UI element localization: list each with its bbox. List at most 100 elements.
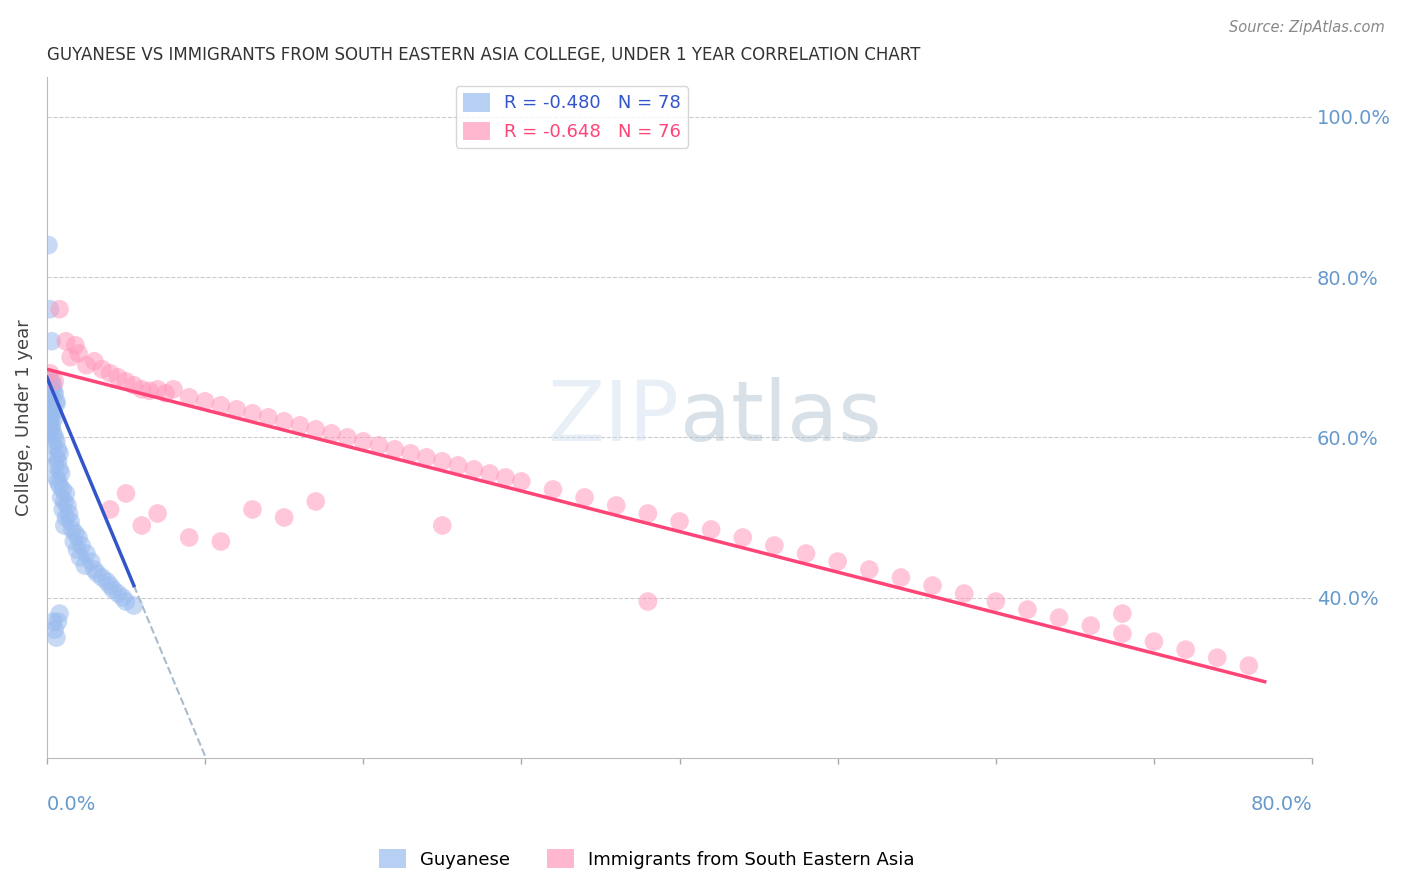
- Point: [55, 510, 77, 524]
- Point: [48, 478, 70, 492]
- Point: [103, 582, 125, 597]
- Point: [115, 486, 138, 500]
- Point: [83, 562, 105, 576]
- Point: [352, 434, 374, 449]
- Point: [45, 631, 67, 645]
- Point: [44, 623, 66, 637]
- Point: [605, 499, 627, 513]
- Point: [432, 454, 454, 468]
- Point: [44, 410, 66, 425]
- Point: [42, 615, 65, 629]
- Point: [1111, 626, 1133, 640]
- Point: [146, 382, 169, 396]
- Point: [415, 450, 437, 465]
- Point: [146, 507, 169, 521]
- Point: [478, 467, 501, 481]
- Point: [37, 382, 59, 396]
- Point: [432, 518, 454, 533]
- Point: [1174, 642, 1197, 657]
- Point: [62, 534, 84, 549]
- Point: [273, 414, 295, 428]
- Point: [858, 562, 880, 576]
- Point: [138, 384, 160, 398]
- Point: [115, 594, 138, 608]
- Point: [58, 507, 80, 521]
- Point: [48, 446, 70, 460]
- Point: [37, 386, 59, 401]
- Point: [46, 442, 69, 457]
- Point: [288, 418, 311, 433]
- Point: [65, 338, 87, 352]
- Point: [55, 486, 77, 500]
- Point: [984, 594, 1007, 608]
- Point: [80, 555, 103, 569]
- Point: [73, 558, 96, 573]
- Point: [41, 374, 63, 388]
- Point: [794, 547, 817, 561]
- Point: [700, 523, 723, 537]
- Point: [59, 351, 82, 365]
- Point: [98, 366, 121, 380]
- Point: [42, 384, 65, 398]
- Point: [111, 591, 134, 605]
- Point: [155, 386, 177, 401]
- Point: [44, 386, 66, 401]
- Point: [209, 534, 232, 549]
- Point: [86, 566, 108, 581]
- Point: [463, 462, 485, 476]
- Point: [91, 570, 114, 584]
- Point: [447, 458, 470, 473]
- Point: [637, 594, 659, 608]
- Point: [44, 458, 66, 473]
- Text: atlas: atlas: [679, 376, 882, 458]
- Point: [39, 302, 62, 317]
- Point: [763, 539, 786, 553]
- Point: [75, 547, 97, 561]
- Point: [96, 574, 118, 589]
- Point: [257, 410, 280, 425]
- Point: [321, 426, 343, 441]
- Point: [495, 470, 517, 484]
- Point: [45, 397, 67, 411]
- Point: [1206, 650, 1229, 665]
- Point: [39, 376, 62, 390]
- Point: [37, 370, 59, 384]
- Point: [37, 416, 59, 430]
- Point: [399, 446, 422, 460]
- Point: [574, 491, 596, 505]
- Point: [39, 392, 62, 406]
- Point: [83, 354, 105, 368]
- Y-axis label: College, Under 1 year: College, Under 1 year: [15, 319, 32, 516]
- Point: [45, 470, 67, 484]
- Point: [921, 578, 943, 592]
- Point: [41, 402, 63, 417]
- Point: [305, 422, 328, 436]
- Point: [107, 370, 129, 384]
- Point: [37, 398, 59, 412]
- Point: [731, 531, 754, 545]
- Point: [46, 615, 69, 629]
- Point: [384, 442, 406, 457]
- Point: [368, 438, 391, 452]
- Point: [98, 502, 121, 516]
- Point: [179, 390, 201, 404]
- Point: [39, 414, 62, 428]
- Point: [131, 382, 153, 396]
- Point: [122, 378, 145, 392]
- Point: [273, 510, 295, 524]
- Text: 0.0%: 0.0%: [46, 796, 96, 814]
- Point: [52, 483, 75, 497]
- Point: [45, 450, 67, 465]
- Point: [541, 483, 564, 497]
- Point: [39, 408, 62, 422]
- Point: [42, 378, 65, 392]
- Point: [59, 515, 82, 529]
- Point: [67, 346, 90, 360]
- Legend: R = -0.480   N = 78, R = -0.648   N = 76: R = -0.480 N = 78, R = -0.648 N = 76: [456, 86, 689, 148]
- Point: [41, 400, 63, 414]
- Point: [44, 430, 66, 444]
- Point: [39, 424, 62, 438]
- Point: [69, 550, 91, 565]
- Point: [41, 418, 63, 433]
- Point: [44, 374, 66, 388]
